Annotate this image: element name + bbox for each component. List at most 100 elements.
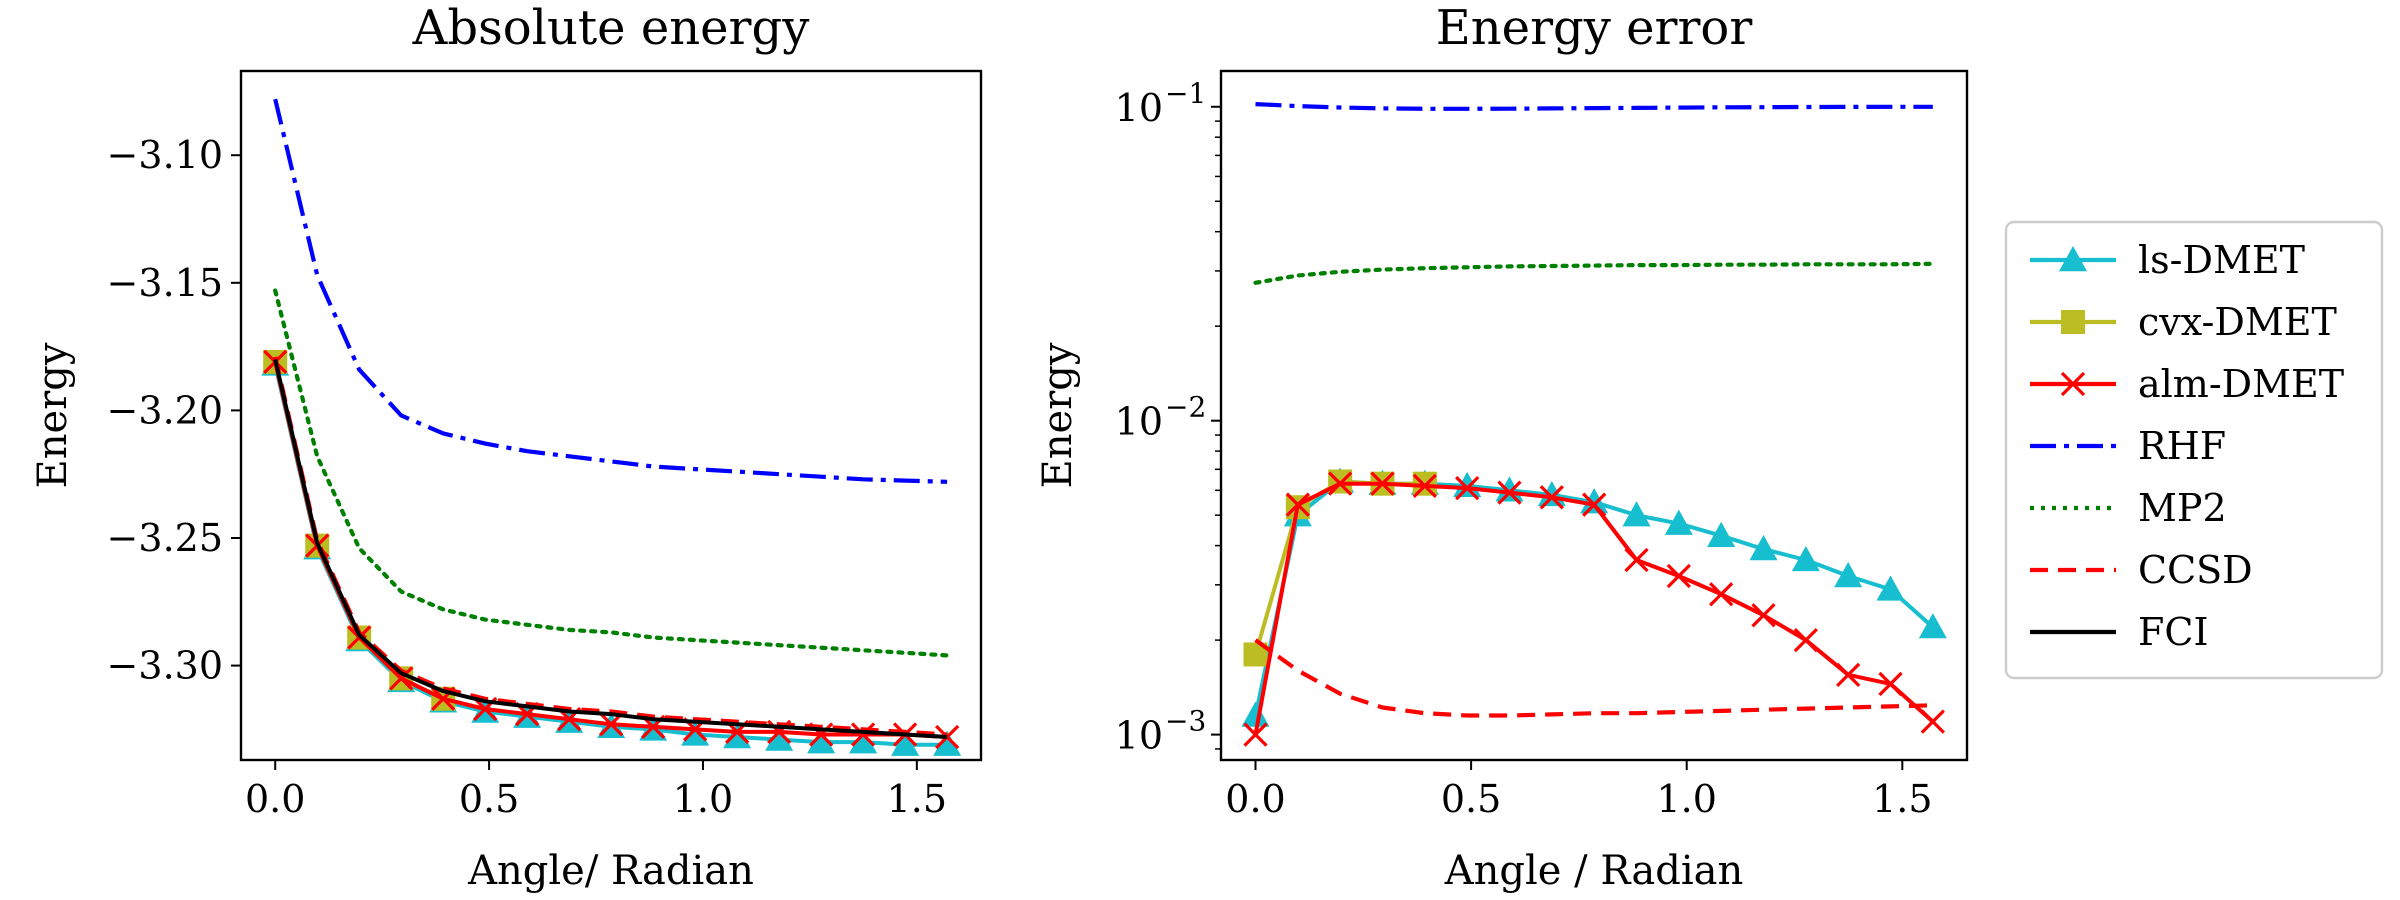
series-line-ccsd xyxy=(273,356,948,737)
axes-frame xyxy=(1219,69,1969,762)
x-tick-label: 0.0 xyxy=(245,777,305,821)
data-point-ls-dmet xyxy=(933,730,962,756)
data-point-ls-dmet xyxy=(1622,501,1651,527)
data-point-alm-dmet xyxy=(389,666,414,691)
x-tick-label: 1.5 xyxy=(887,777,947,821)
x-tick-label: 1.0 xyxy=(1656,777,1716,821)
data-point-alm-dmet xyxy=(1285,492,1310,517)
data-point-ls-dmet xyxy=(1707,521,1736,547)
series-line-alm-dmet xyxy=(273,361,948,739)
series-line-mp2 xyxy=(273,288,950,658)
y-tick-exponent: −2 xyxy=(1165,391,1206,424)
series-line-ccsd xyxy=(1254,638,1933,718)
data-point-alm-dmet xyxy=(1920,709,1945,734)
data-point-ls-dmet xyxy=(1834,562,1863,588)
data-point-alm-dmet xyxy=(1370,471,1395,496)
series-line-mp2 xyxy=(1253,261,1935,285)
data-point-alm-dmet xyxy=(850,722,876,747)
data-point-ls-dmet xyxy=(681,720,710,746)
y-tick-label: −3.30 xyxy=(107,644,223,688)
y-tick-exponent: −1 xyxy=(1165,77,1206,110)
data-point-alm-dmet xyxy=(1878,671,1903,697)
x-tick-label: 1.0 xyxy=(673,777,733,821)
data-point-alm-dmet xyxy=(1793,627,1818,653)
axes-frame xyxy=(239,69,983,762)
absolute-energy-chart: 0.0 0.5 1.0 1.5 −3.10 −3.15 −3.20 −3.25 −3.30 Abs… xyxy=(30,0,983,894)
chart-title: Absolute energy xyxy=(412,0,810,56)
legend-swatch-marker xyxy=(2061,310,2085,334)
data-point-alm-dmet xyxy=(1243,722,1268,747)
data-point-ls-dmet xyxy=(849,728,878,754)
legend-label: ls-DMET xyxy=(2138,238,2305,282)
y-tick-label: 10 xyxy=(1115,714,1163,758)
legend-swatch-marker xyxy=(2060,371,2086,397)
series-line-fci xyxy=(273,358,948,739)
y-tick-exponent: −3 xyxy=(1165,705,1206,738)
legend-label: MP2 xyxy=(2138,486,2227,530)
legend-label: CCSD xyxy=(2138,548,2253,592)
legend-entry-mp2: MP2 xyxy=(2030,486,2227,530)
legend-frame xyxy=(2004,220,2384,680)
y-tick-label: −3.10 xyxy=(107,133,223,177)
data-point-alm-dmet xyxy=(1539,485,1564,510)
legend-label: cvx-DMET xyxy=(2138,300,2337,344)
plot-area xyxy=(261,98,962,756)
data-point-alm-dmet xyxy=(1624,547,1649,573)
data-point-ls-dmet xyxy=(1580,488,1609,514)
series-line-ls-dmet xyxy=(273,364,948,747)
chart-title: Energy error xyxy=(1436,0,1753,56)
data-point-ls-dmet xyxy=(1664,509,1693,535)
data-point-ls-dmet xyxy=(723,723,752,749)
data-point-ls-dmet xyxy=(891,730,920,756)
x-tick-label: 0.5 xyxy=(459,777,519,821)
data-point-ls-dmet xyxy=(765,725,794,751)
data-point-alm-dmet xyxy=(1455,475,1480,501)
y-axis-label: Energy xyxy=(1035,342,1081,488)
y-tick-label: 10 xyxy=(1115,400,1163,444)
x-tick-label: 0.5 xyxy=(1441,777,1501,821)
x-axis-label: Angle/ Radian xyxy=(467,848,754,894)
series-line-rhf xyxy=(273,98,948,484)
y-tick-label: 10 xyxy=(1115,86,1163,130)
legend-entry-ls-dmet: ls-DMET xyxy=(2030,238,2305,282)
data-point-alm-dmet xyxy=(1497,480,1522,505)
data-point-ls-dmet xyxy=(1749,535,1778,561)
data-point-ls-dmet xyxy=(1241,701,1270,727)
series-line-ls-dmet xyxy=(1253,479,1935,716)
data-point-alm-dmet xyxy=(1666,563,1691,589)
data-point-alm-dmet xyxy=(1709,582,1734,607)
x-tick-label: 0.0 xyxy=(1225,777,1285,821)
data-point-alm-dmet xyxy=(934,724,960,750)
legend-entry-alm-dmet: alm-DMET xyxy=(2030,362,2344,406)
y-tick-label: −3.15 xyxy=(107,261,223,305)
legend: ls-DMET cvx-DMET alm-DMET RHF MP2 CCSD FCI xyxy=(2004,220,2384,680)
data-point-alm-dmet xyxy=(1412,473,1437,498)
plot-area xyxy=(1241,102,1947,747)
series-line-alm-dmet xyxy=(1253,481,1935,735)
data-point-alm-dmet xyxy=(1582,492,1607,517)
x-tick-label: 1.5 xyxy=(1872,777,1932,821)
legend-entry-rhf: RHF xyxy=(2030,424,2226,468)
legend-label: alm-DMET xyxy=(2138,362,2344,406)
data-point-ls-dmet xyxy=(1918,613,1947,639)
y-axis-label: Energy xyxy=(30,342,76,488)
legend-entry-ccsd: CCSD xyxy=(2030,548,2253,592)
legend-label: RHF xyxy=(2138,424,2226,468)
data-point-ls-dmet xyxy=(1876,575,1905,601)
y-tick-label: −3.20 xyxy=(107,388,223,432)
series-line-rhf xyxy=(1255,102,1933,111)
legend-swatch-marker xyxy=(2059,246,2087,272)
legend-entry-fci: FCI xyxy=(2030,610,2208,654)
legend-label: FCI xyxy=(2138,610,2208,654)
y-tick-label: −3.25 xyxy=(107,516,223,560)
series-line-cvx-dmet xyxy=(1253,479,1425,656)
data-point-alm-dmet xyxy=(1328,471,1353,496)
legend-entry-cvx-dmet: cvx-DMET xyxy=(2030,300,2337,344)
x-axis-label: Angle / Radian xyxy=(1444,848,1744,894)
data-point-alm-dmet xyxy=(1836,662,1861,687)
data-point-ls-dmet xyxy=(807,728,836,754)
data-point-alm-dmet xyxy=(1751,603,1776,628)
data-point-ls-dmet xyxy=(1791,545,1820,572)
